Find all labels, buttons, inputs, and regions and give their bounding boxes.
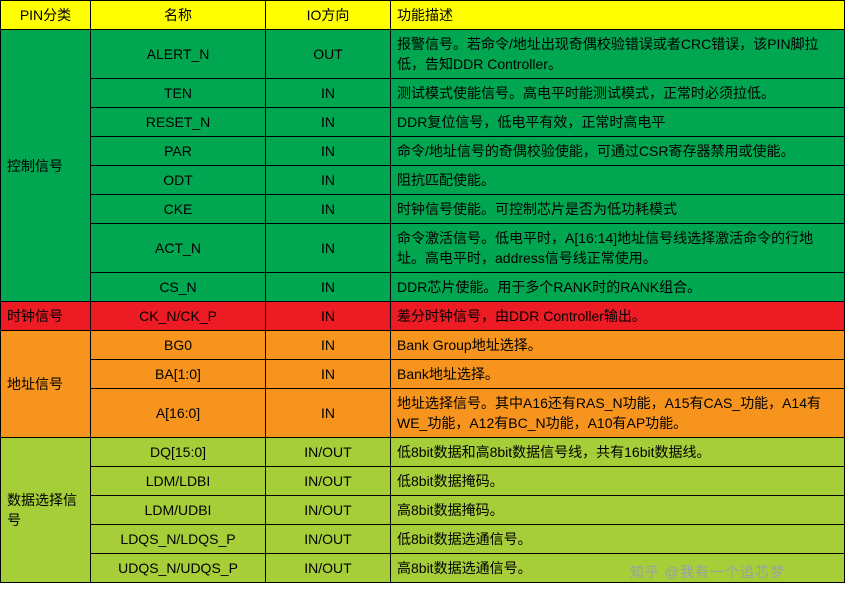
name-cell: ODT [91,166,266,195]
name-cell: TEN [91,79,266,108]
name-cell: DQ[15:0] [91,438,266,467]
table-row: 地址信号 BG0 IN Bank Group地址选择。 [1,331,845,360]
desc-cell: 低8bit数据和高8bit数据信号线，共有16bit数据线。 [391,438,845,467]
table-row: 数据选择信号 DQ[15:0] IN/OUT 低8bit数据和高8bit数据信号… [1,438,845,467]
category-cell: 数据选择信号 [1,438,91,583]
io-cell: OUT [266,30,391,79]
table-row: PAR IN 命令/地址信号的奇偶校验使能，可通过CSR寄存器禁用或使能。 [1,137,845,166]
io-cell: IN [266,137,391,166]
name-cell: PAR [91,137,266,166]
io-cell: IN/OUT [266,496,391,525]
table-row: LDQS_N/LDQS_P IN/OUT 低8bit数据选通信号。 [1,525,845,554]
io-cell: IN [266,108,391,137]
table-row: LDM/LDBI IN/OUT 低8bit数据掩码。 [1,467,845,496]
desc-cell: 命令激活信号。低电平时，A[16:14]地址信号线选择激活命令的行地址。高电平时… [391,224,845,273]
io-cell: IN/OUT [266,525,391,554]
table-row: 时钟信号 CK_N/CK_P IN 差分时钟信号，由DDR Controller… [1,302,845,331]
col-header-category: PIN分类 [1,1,91,30]
col-header-desc: 功能描述 [391,1,845,30]
col-header-name: 名称 [91,1,266,30]
desc-cell: DDR复位信号，低电平有效，正常时高电平 [391,108,845,137]
table-row: TEN IN 测试模式使能信号。高电平时能测试模式，正常时必须拉低。 [1,79,845,108]
name-cell: ACT_N [91,224,266,273]
name-cell: CKE [91,195,266,224]
table-row: ACT_N IN 命令激活信号。低电平时，A[16:14]地址信号线选择激活命令… [1,224,845,273]
desc-cell: 命令/地址信号的奇偶校验使能，可通过CSR寄存器禁用或使能。 [391,137,845,166]
name-cell: ALERT_N [91,30,266,79]
io-cell: IN [266,360,391,389]
table-row: BA[1:0] IN Bank地址选择。 [1,360,845,389]
desc-cell: 低8bit数据掩码。 [391,467,845,496]
name-cell: CK_N/CK_P [91,302,266,331]
io-cell: IN [266,331,391,360]
name-cell: LDM/LDBI [91,467,266,496]
name-cell: UDQS_N/UDQS_P [91,554,266,583]
name-cell: BA[1:0] [91,360,266,389]
desc-cell: 报警信号。若命令/地址出现奇偶校验错误或者CRC错误，该PIN脚拉低，告知DDR… [391,30,845,79]
io-cell: IN [266,224,391,273]
io-cell: IN [266,166,391,195]
table-row: A[16:0] IN 地址选择信号。其中A16还有RAS_N功能，A15有CAS… [1,389,845,438]
table-row: CKE IN 时钟信号使能。可控制芯片是否为低功耗模式 [1,195,845,224]
desc-cell: DDR芯片使能。用于多个RANK时的RANK组合。 [391,273,845,302]
desc-cell: 高8bit数据掩码。 [391,496,845,525]
desc-cell: 时钟信号使能。可控制芯片是否为低功耗模式 [391,195,845,224]
name-cell: CS_N [91,273,266,302]
io-cell: IN/OUT [266,438,391,467]
io-cell: IN [266,273,391,302]
table-row: UDQS_N/UDQS_P IN/OUT 高8bit数据选通信号。 [1,554,845,583]
desc-cell: 阻抗匹配使能。 [391,166,845,195]
io-cell: IN [266,79,391,108]
category-cell: 时钟信号 [1,302,91,331]
pin-table: PIN分类 名称 IO方向 功能描述 控制信号 ALERT_N OUT 报警信号… [0,0,845,583]
desc-cell: 低8bit数据选通信号。 [391,525,845,554]
io-cell: IN [266,302,391,331]
col-header-io: IO方向 [266,1,391,30]
name-cell: LDQS_N/LDQS_P [91,525,266,554]
table-row: RESET_N IN DDR复位信号，低电平有效，正常时高电平 [1,108,845,137]
name-cell: LDM/UDBI [91,496,266,525]
desc-cell: 测试模式使能信号。高电平时能测试模式，正常时必须拉低。 [391,79,845,108]
table-row: 控制信号 ALERT_N OUT 报警信号。若命令/地址出现奇偶校验错误或者CR… [1,30,845,79]
desc-cell: 差分时钟信号，由DDR Controller输出。 [391,302,845,331]
io-cell: IN [266,195,391,224]
header-row: PIN分类 名称 IO方向 功能描述 [1,1,845,30]
io-cell: IN/OUT [266,554,391,583]
table-row: ODT IN 阻抗匹配使能。 [1,166,845,195]
category-cell: 地址信号 [1,331,91,438]
category-cell: 控制信号 [1,30,91,302]
name-cell: A[16:0] [91,389,266,438]
name-cell: RESET_N [91,108,266,137]
io-cell: IN/OUT [266,467,391,496]
desc-cell: 高8bit数据选通信号。 [391,554,845,583]
table-row: LDM/UDBI IN/OUT 高8bit数据掩码。 [1,496,845,525]
table-row: CS_N IN DDR芯片使能。用于多个RANK时的RANK组合。 [1,273,845,302]
desc-cell: 地址选择信号。其中A16还有RAS_N功能，A15有CAS_功能，A14有WE_… [391,389,845,438]
desc-cell: Bank地址选择。 [391,360,845,389]
desc-cell: Bank Group地址选择。 [391,331,845,360]
name-cell: BG0 [91,331,266,360]
io-cell: IN [266,389,391,438]
